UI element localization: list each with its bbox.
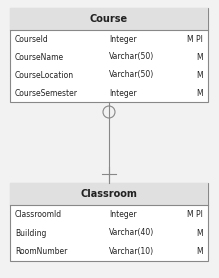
Text: M: M bbox=[196, 229, 203, 237]
Text: M: M bbox=[196, 71, 203, 80]
Text: CourseName: CourseName bbox=[15, 53, 64, 61]
Text: Varchar(40): Varchar(40) bbox=[109, 229, 154, 237]
Text: RoomNumber: RoomNumber bbox=[15, 247, 67, 256]
Text: M PI: M PI bbox=[187, 210, 203, 219]
Text: ClassroomId: ClassroomId bbox=[15, 210, 62, 219]
Text: Classroom: Classroom bbox=[81, 189, 138, 199]
Text: M: M bbox=[196, 88, 203, 98]
Text: Integer: Integer bbox=[109, 88, 137, 98]
Text: Varchar(50): Varchar(50) bbox=[109, 53, 154, 61]
Text: Course: Course bbox=[90, 14, 128, 24]
Bar bbox=[10, 183, 208, 261]
Bar bbox=[10, 183, 208, 205]
Text: Varchar(10): Varchar(10) bbox=[109, 247, 154, 256]
Text: CourseLocation: CourseLocation bbox=[15, 71, 74, 80]
Text: Building: Building bbox=[15, 229, 46, 237]
Text: Integer: Integer bbox=[109, 210, 137, 219]
Bar bbox=[10, 8, 208, 30]
Circle shape bbox=[103, 106, 115, 118]
Text: CourseId: CourseId bbox=[15, 34, 49, 43]
Text: M: M bbox=[196, 247, 203, 256]
Bar bbox=[10, 8, 208, 102]
Text: CourseSemester: CourseSemester bbox=[15, 88, 78, 98]
Text: M: M bbox=[196, 53, 203, 61]
Text: Varchar(50): Varchar(50) bbox=[109, 71, 154, 80]
Text: Integer: Integer bbox=[109, 34, 137, 43]
Text: M PI: M PI bbox=[187, 34, 203, 43]
